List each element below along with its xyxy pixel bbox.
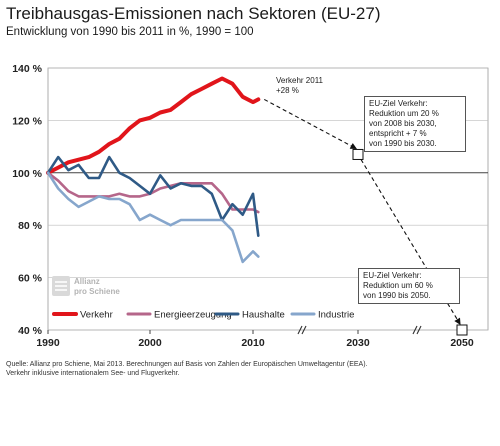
x-tick-label: 2010 <box>241 337 265 349</box>
annotation-line: von 1990 bis 2050. <box>363 291 431 300</box>
annotation-line: EU-Ziel Verkehr: <box>363 271 422 280</box>
axis-break-mark <box>412 325 418 335</box>
target-marker-2030 <box>352 148 364 160</box>
annotation-ziel-2050: EU-Ziel Verkehr: Reduktion um 60 % von 1… <box>358 268 460 304</box>
target-arrow <box>263 98 357 149</box>
axis-break-mark <box>416 325 422 335</box>
y-tick-label: 140 % <box>12 63 42 75</box>
legend-label: Verkehr <box>80 310 113 321</box>
annotation-line: +28 % <box>276 86 299 95</box>
target-markers <box>263 98 468 336</box>
x-tick-label: 2030 <box>346 337 370 349</box>
y-tick-label: 100 % <box>12 168 42 180</box>
series-line-verkehr <box>46 76 261 175</box>
annotation-line: Reduktion um 20 % <box>369 109 439 118</box>
svg-text:pro Schiene: pro Schiene <box>74 287 120 296</box>
source-line: Verkehr inklusive internationalem See- u… <box>6 370 180 377</box>
annotation-line: EU-Ziel Verkehr: <box>369 99 428 108</box>
chart-subtitle: Entwicklung von 1990 bis 2011 in %, 1990… <box>6 26 254 38</box>
x-tick-label: 2000 <box>138 337 162 349</box>
x-axis-ticks: 1990 2000 2010 2030 2050 <box>36 330 474 349</box>
target-marker-2050 <box>456 324 468 336</box>
annotation-line: von 1990 bis 2030. <box>369 139 437 148</box>
chart-title: Treibhausgas-Emissionen nach Sektoren (E… <box>6 4 381 23</box>
y-tick-label: 80 % <box>18 220 43 232</box>
annotation-line: von 2008 bis 2030, <box>369 119 437 128</box>
series-line-industrie <box>46 171 260 264</box>
legend-label: Energieerzeugung <box>154 310 232 321</box>
x-tick-label: 1990 <box>36 337 60 349</box>
legend: Verkehr Energieerzeugung Haushalte Industri… <box>52 310 354 321</box>
y-tick-label: 120 % <box>12 115 42 127</box>
annotation-line: Verkehr 2011 <box>276 76 323 85</box>
annotation-verkehr-2011: Verkehr 2011 +28 % <box>272 74 346 98</box>
legend-label: Haushalte <box>242 310 285 321</box>
y-axis-ticks: 40 % 60 % 80 % 100 % 120 % 140 % <box>12 63 42 337</box>
annotation-ziel-2030: EU-Ziel Verkehr: Reduktion um 20 % von 2… <box>364 96 466 152</box>
axis-break-mark <box>297 325 303 335</box>
source-note: Quelle: Allianz pro Schiene, Mai 2013. B… <box>6 360 367 378</box>
x-tick-label: 2050 <box>450 337 474 349</box>
series-line-haushalte <box>46 155 260 237</box>
svg-text:Allianz: Allianz <box>74 277 100 286</box>
legend-label: Industrie <box>318 310 354 321</box>
source-line: Quelle: Allianz pro Schiene, Mai 2013. B… <box>6 361 368 368</box>
series-line-energieerzeugung <box>46 171 260 214</box>
series-lines <box>46 76 261 264</box>
y-tick-label: 60 % <box>18 273 43 285</box>
annotation-line: Reduktion um 60 % <box>363 281 433 290</box>
axis-break-mark <box>301 325 307 335</box>
allianz-pro-schiene-logo: Allianz pro Schiene <box>52 276 120 296</box>
annotation-line: entspricht + 7 % <box>369 129 427 138</box>
axis-breaks <box>297 325 422 335</box>
y-tick-label: 40 % <box>18 325 43 337</box>
